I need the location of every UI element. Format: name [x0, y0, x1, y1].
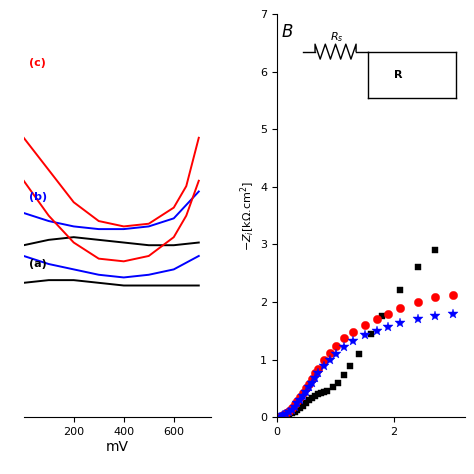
Text: (a): (a) [29, 259, 46, 269]
Text: (c): (c) [29, 57, 46, 68]
X-axis label: mV: mV [106, 439, 129, 454]
Text: R: R [394, 70, 403, 80]
Text: (b): (b) [29, 192, 47, 202]
Y-axis label: $-Z_i$[k$\Omega$.cm$^2$]: $-Z_i$[k$\Omega$.cm$^2$] [239, 181, 257, 251]
Text: B: B [282, 23, 293, 41]
Text: $R_s$: $R_s$ [330, 30, 343, 44]
